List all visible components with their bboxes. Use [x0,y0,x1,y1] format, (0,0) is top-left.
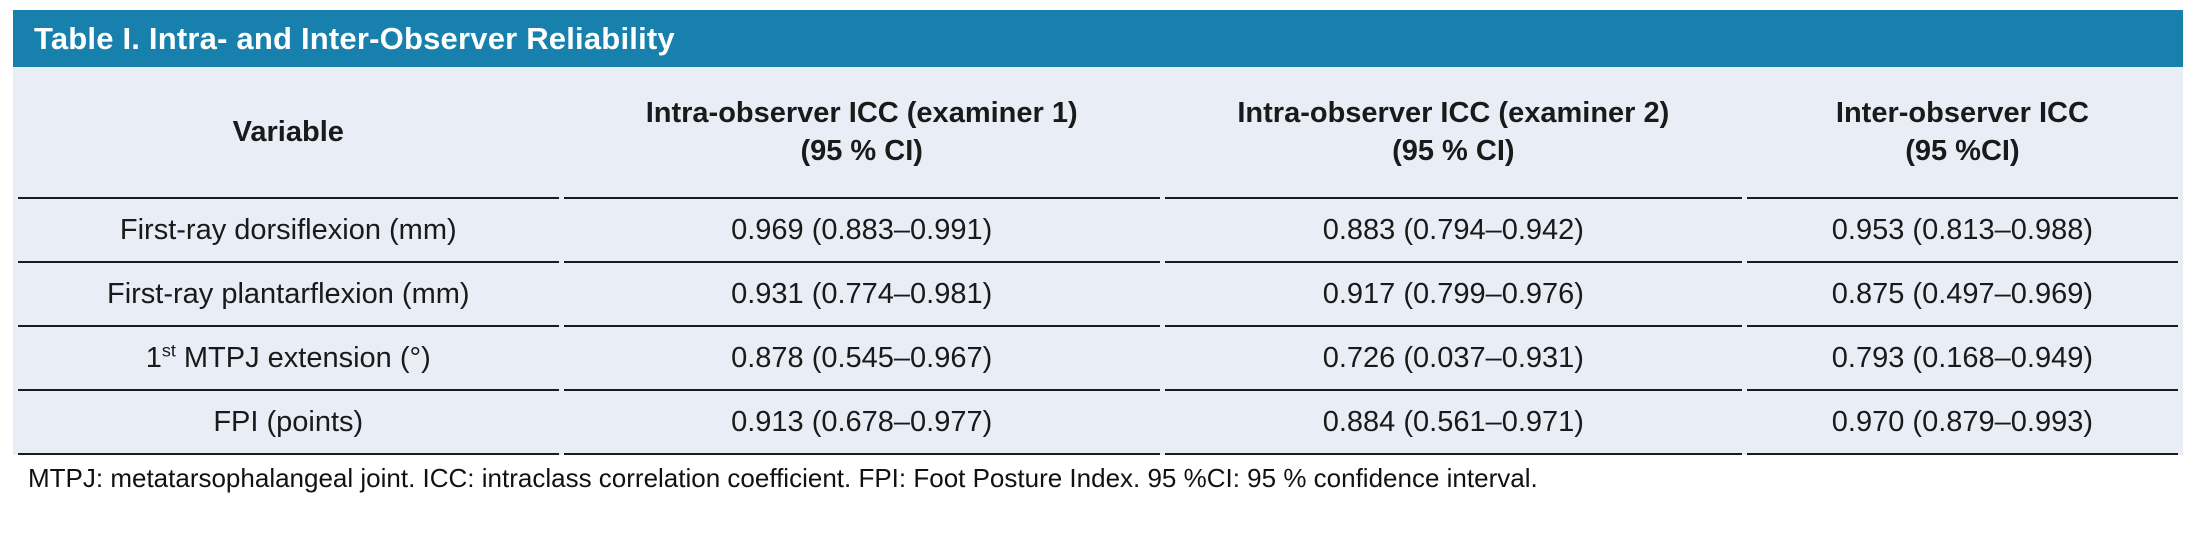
column-header: Variable [18,67,559,199]
icc-value-cell: 0.878 (0.545–0.967) [563,327,1160,391]
variable-text: 1 [145,341,162,374]
column-header: Intra-observer ICC (examiner 1) (95 % CI… [563,67,1160,199]
column-header-subline: (95 % CI) [800,135,923,167]
table-row: 1st MTPJ extension (°) 0.878 (0.545–0.96… [18,327,2178,391]
variable-text-rest: MTPJ extension (°) [175,341,431,374]
variable-cell: First-ray plantarflexion (mm) [18,263,559,327]
icc-value-cell: 0.953 (0.813–0.988) [1746,199,2178,263]
icc-value-cell: 0.913 (0.678–0.977) [563,391,1160,455]
table-title-bar: Table I. Intra- and Inter-Observer Relia… [13,10,2183,67]
table-footnote: MTPJ: metatarsophalangeal joint. ICC: in… [28,463,1538,493]
icc-value-cell: 0.969 (0.883–0.991) [563,199,1160,263]
column-header: Intra-observer ICC (examiner 2) (95 % CI… [1164,67,1742,199]
icc-value-cell: 0.793 (0.168–0.949) [1746,327,2178,391]
icc-value-cell: 0.726 (0.037–0.931) [1164,327,1742,391]
column-header-subline: (95 %CI) [1905,135,2020,167]
column-header-label: Intra-observer ICC (examiner 1) [645,96,1078,129]
table-row: First-ray plantarflexion (mm) 0.931 (0.7… [18,263,2178,327]
column-header-label: Inter-observer ICC [1835,96,2089,129]
variable-cell: FPI (points) [18,391,559,455]
table-container: Variable Intra-observer ICC (examiner 1)… [13,67,2183,455]
variable-text: First-ray plantarflexion (mm) [106,277,470,310]
icc-value-cell: 0.917 (0.799–0.976) [1164,263,1742,327]
icc-value-cell: 0.875 (0.497–0.969) [1746,263,2178,327]
icc-value-cell: 0.883 (0.794–0.942) [1164,199,1742,263]
column-header-label: Variable [232,115,344,148]
icc-value-cell: 0.884 (0.561–0.971) [1164,391,1742,455]
variable-cell: 1st MTPJ extension (°) [18,327,559,391]
table-row: First-ray dorsiflexion (mm) 0.969 (0.883… [18,199,2178,263]
table-row: FPI (points) 0.913 (0.678–0.977) 0.884 (… [18,391,2178,455]
variable-text: First-ray dorsiflexion (mm) [119,213,457,246]
icc-value-cell: 0.931 (0.774–0.981) [563,263,1160,327]
table-title: Table I. Intra- and Inter-Observer Relia… [34,20,675,56]
column-header: Inter-observer ICC (95 %CI) [1746,67,2178,199]
variable-superscript: st [161,339,176,360]
column-header-label: Intra-observer ICC (examiner 2) [1237,96,1670,129]
column-header-subline: (95 % CI) [1392,135,1515,167]
icc-value-cell: 0.970 (0.879–0.993) [1746,391,2178,455]
variable-text: FPI (points) [213,405,364,438]
reliability-table: Variable Intra-observer ICC (examiner 1)… [13,67,2183,455]
header-row: Variable Intra-observer ICC (examiner 1)… [18,67,2178,199]
variable-cell: First-ray dorsiflexion (mm) [18,199,559,263]
